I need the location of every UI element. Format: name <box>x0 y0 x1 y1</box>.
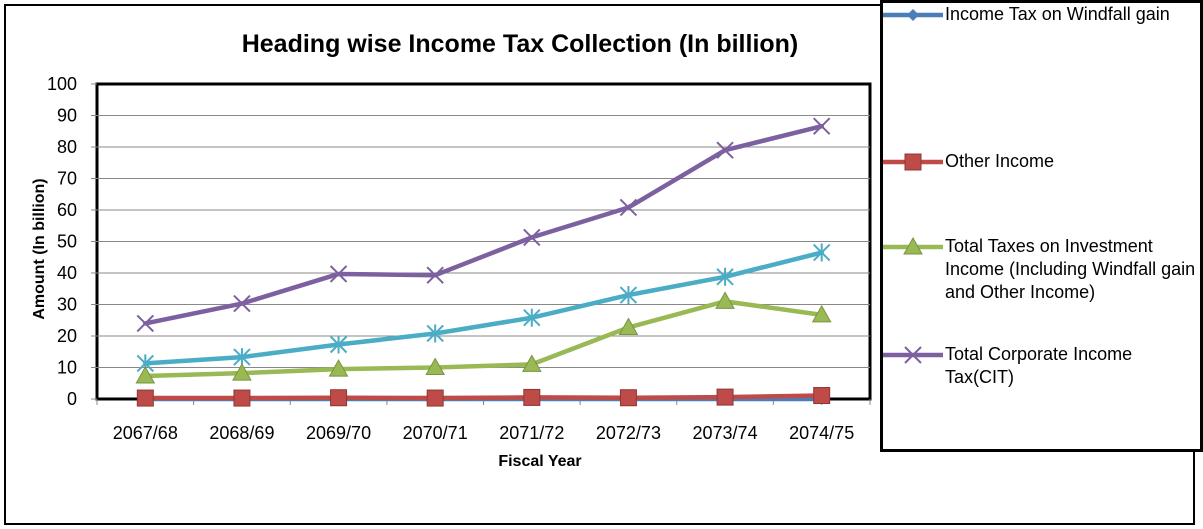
legend-label: Other Income <box>945 151 1055 171</box>
data-point <box>329 335 348 354</box>
y-tick-label: 20 <box>57 326 77 346</box>
data-point <box>716 388 734 406</box>
legend-label: Total Corporate Income Tax(CIT) <box>945 344 1133 387</box>
data-point <box>233 294 251 313</box>
data-point <box>328 359 349 377</box>
y-tick-label: 80 <box>57 137 77 157</box>
series-line <box>143 250 824 366</box>
series-group <box>136 117 831 333</box>
x-tick-label: 2067/68 <box>113 423 178 443</box>
data-point <box>136 314 155 333</box>
data-point <box>523 228 541 247</box>
data-point <box>811 304 832 323</box>
y-tick-label: 10 <box>57 358 77 378</box>
data-point <box>716 141 734 159</box>
data-point <box>426 324 444 343</box>
data-point <box>812 243 831 262</box>
y-tick-label: 0 <box>67 389 77 409</box>
data-point <box>330 389 348 407</box>
legend-key <box>883 153 943 171</box>
data-point <box>813 387 831 405</box>
x-tick-label: 2070/71 <box>403 423 468 443</box>
legend-key <box>883 237 943 255</box>
y-tick-label: 100 <box>47 74 77 94</box>
x-tick-label: 2068/69 <box>209 423 274 443</box>
series-line <box>143 123 824 326</box>
series-group <box>136 387 831 407</box>
data-point <box>812 117 831 135</box>
x-tick-label: 2074/75 <box>789 423 854 443</box>
data-point <box>136 389 154 407</box>
y-tick-label: 70 <box>57 169 77 189</box>
data-point <box>523 388 541 406</box>
legend-key <box>883 346 943 364</box>
data-point <box>716 267 734 286</box>
data-point <box>426 266 444 284</box>
y-axis-label: Amount (In billion) <box>31 178 48 320</box>
data-point <box>233 348 251 367</box>
legend-marker <box>903 237 923 255</box>
x-tick-label: 2071/72 <box>499 423 564 443</box>
data-point <box>521 354 542 372</box>
data-point <box>619 286 638 305</box>
x-tick-label: 2073/74 <box>693 423 758 443</box>
legend-marker <box>904 153 922 171</box>
series-group <box>135 291 832 384</box>
chart-title: Heading wise Income Tax Collection (In b… <box>241 30 799 58</box>
data-point <box>523 308 541 327</box>
data-point <box>233 389 251 407</box>
x-axis-label: Fiscal Year <box>498 453 582 470</box>
data-point <box>425 357 446 375</box>
legend-label: Total Taxes on Investment Income (Includ… <box>945 236 1196 302</box>
series-group <box>136 243 831 373</box>
data-point <box>426 389 444 407</box>
y-tick-label: 30 <box>57 295 77 315</box>
y-tick-label: 50 <box>57 232 77 252</box>
data-point <box>715 291 735 309</box>
data-point <box>619 389 637 407</box>
data-point <box>619 198 638 217</box>
data-point <box>135 365 156 384</box>
legend-marker <box>907 9 919 21</box>
legend-label: Income Tax on Windfall gain <box>945 4 1170 24</box>
legend: Income Tax on Windfall gain Other Income… <box>880 0 1203 452</box>
data-point <box>329 265 348 283</box>
y-tick-label: 40 <box>57 263 77 283</box>
y-tick-label: 60 <box>57 200 77 220</box>
x-tick-label: 2069/70 <box>306 423 371 443</box>
legend-marker <box>904 346 922 364</box>
legend-key <box>883 9 943 21</box>
data-point <box>618 317 639 335</box>
series-line <box>143 393 824 401</box>
series-line <box>143 299 824 379</box>
y-tick-label: 90 <box>57 106 77 126</box>
data-point <box>232 363 252 381</box>
x-tick-label: 2072/73 <box>596 423 661 443</box>
